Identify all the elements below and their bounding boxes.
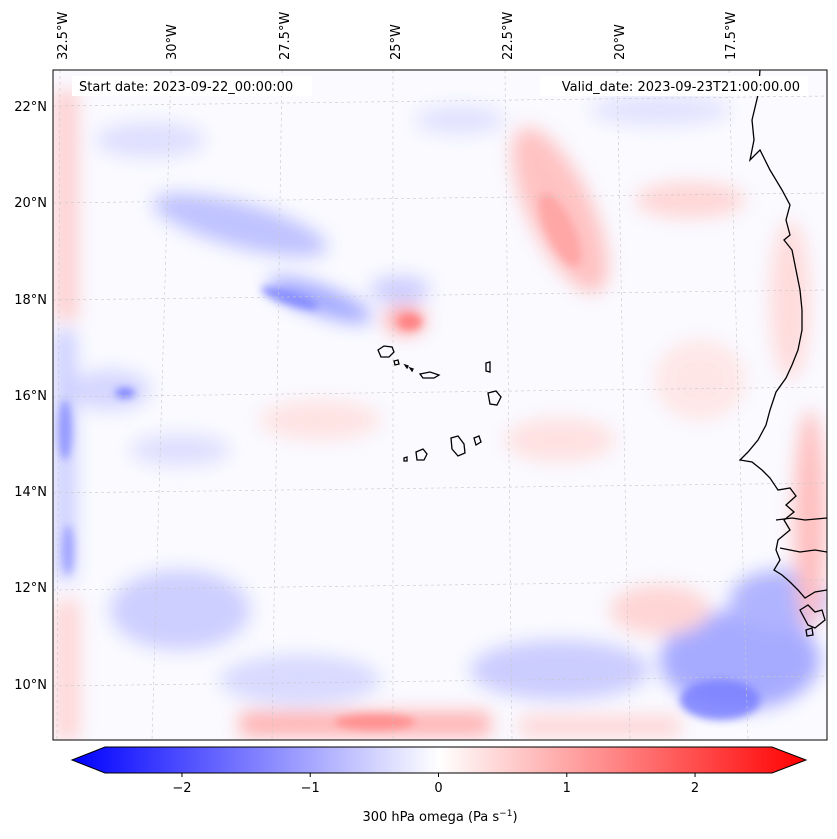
map-panel <box>53 70 827 740</box>
valid-date-label: Valid_date: 2023-09-23T21:00:00.00 <box>562 80 800 95</box>
lat-label: 22°N <box>14 100 47 115</box>
lat-label: 20°N <box>14 196 47 211</box>
lon-label: 32.5°W <box>56 12 71 60</box>
omega-field <box>55 90 827 740</box>
colorbar-label-exponent: −1 <box>499 809 512 819</box>
lat-label: 16°N <box>14 389 47 404</box>
colorbar-tick-label: −1 <box>301 781 320 796</box>
colorbar-label-close: ) <box>512 810 517 825</box>
colorbar: −2 −1 0 1 2 300 hPa omega (Pa s−1) <box>70 746 808 825</box>
colorbar-ticks: −2 −1 0 1 2 <box>172 773 699 796</box>
colorbar-tick-label: −2 <box>172 781 191 796</box>
lon-label: 30°W <box>165 24 180 60</box>
lat-label: 12°N <box>14 581 47 596</box>
lon-label: 22.5°W <box>501 12 516 60</box>
lon-label: 27.5°W <box>278 12 293 60</box>
map-frame <box>52 69 828 741</box>
colorbar-tick-label: 1 <box>563 781 571 796</box>
african-coastline <box>738 70 827 637</box>
lon-label: 20°W <box>613 24 628 60</box>
colorbar-bar <box>70 746 808 774</box>
lon-label: 25°W <box>389 24 404 60</box>
colorbar-label-text: 300 hPa omega (Pa s <box>362 810 499 825</box>
colorbar-tick-label: 2 <box>691 781 699 796</box>
colorbar-label: 300 hPa omega (Pa s−1) <box>362 809 517 825</box>
colorbar-tick-label: 0 <box>434 781 442 796</box>
start-date-box <box>72 76 312 96</box>
valid-date-box <box>540 76 808 96</box>
cape-verde-islands <box>377 345 502 462</box>
longitude-labels: 32.5°W 30°W 27.5°W 25°W 22.5°W 20°W 17.5… <box>56 12 739 60</box>
latitude-labels: 22°N 20°N 18°N 16°N 14°N 12°N 10°N <box>14 100 47 693</box>
gridlines <box>53 70 827 740</box>
lat-label: 10°N <box>14 678 47 693</box>
lon-label: 17.5°W <box>724 12 739 60</box>
lat-label: 14°N <box>14 485 47 500</box>
start-date-label: Start date: 2023-09-22_00:00:00 <box>79 80 293 95</box>
lat-label: 18°N <box>14 293 47 308</box>
omega-field-detail <box>58 193 760 730</box>
